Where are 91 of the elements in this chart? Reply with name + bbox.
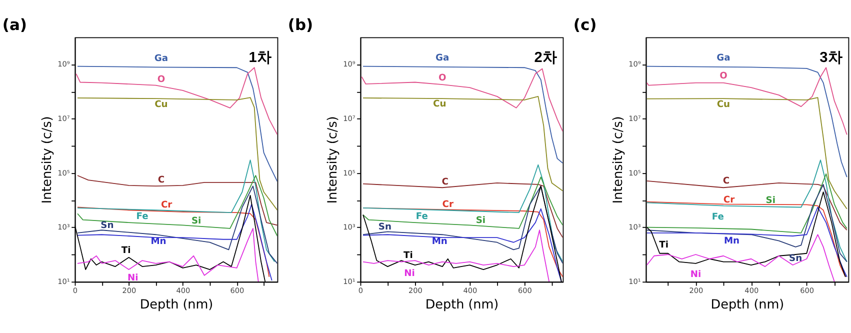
x-tick-label: 400 xyxy=(463,286,478,296)
line-series xyxy=(77,175,278,236)
text: Si xyxy=(766,196,776,206)
series-label: Mn xyxy=(432,236,448,247)
y-tick-label: 10¹ xyxy=(58,276,70,286)
series-label: Sn xyxy=(789,254,802,264)
line-series xyxy=(76,67,278,136)
series-label: Ti xyxy=(659,240,668,250)
y-axis-title: Intensity (c/s) xyxy=(611,116,626,204)
line-series xyxy=(646,67,848,136)
y-axis-title: Intensity (c/s) xyxy=(40,116,56,204)
series-label: O xyxy=(438,73,446,84)
series-label: Ti xyxy=(121,246,131,256)
x-axis-title: Depth (nm) xyxy=(425,298,499,313)
series-label: Ni xyxy=(127,273,138,284)
series-label: C xyxy=(722,176,730,187)
y-tick-label: 10⁵ xyxy=(343,168,356,178)
line-series xyxy=(646,66,848,178)
x-tick-label: 0 xyxy=(72,286,78,296)
series-label: Si xyxy=(191,216,202,226)
series-label: O xyxy=(720,71,728,82)
y-tick-label: 10⁷ xyxy=(343,114,356,123)
line-series xyxy=(77,228,259,282)
series-label: Ni xyxy=(690,270,702,280)
y-tick-label: 10³ xyxy=(628,222,641,232)
line-series xyxy=(77,186,278,264)
y-tick-label: 10¹ xyxy=(628,276,641,286)
x-axis-title: Depth (nm) xyxy=(140,298,214,313)
line-series xyxy=(362,66,563,164)
series-label: Ga xyxy=(154,54,168,64)
y-tick-label: 10⁹ xyxy=(343,60,356,69)
y-tick-label: 10¹ xyxy=(343,276,356,286)
line-series xyxy=(77,160,276,262)
x-tick-label: 200 xyxy=(408,286,423,296)
line-series xyxy=(362,96,563,192)
series-label: Fe xyxy=(136,212,148,222)
y-tick-label: 10³ xyxy=(343,222,356,232)
y-tick-label: 10⁷ xyxy=(628,114,641,123)
series-label: Ga xyxy=(716,54,730,64)
annotation: 1차 xyxy=(248,50,272,66)
y-tick-label: 10³ xyxy=(58,222,70,232)
series-label: Sn xyxy=(378,222,392,232)
line-series xyxy=(77,97,278,211)
series-label: Sn xyxy=(100,220,114,231)
x-tick-label: 600 xyxy=(800,286,814,296)
series-label: Cu xyxy=(433,100,446,110)
series-label: O xyxy=(157,74,166,85)
series-label: Cu xyxy=(154,100,168,110)
series-label: Ni xyxy=(404,268,415,279)
series-label: Cu xyxy=(716,100,730,110)
chart-title: (c) xyxy=(573,16,597,34)
series-label: Mn xyxy=(724,236,740,246)
y-axis-title: Intensity (c/s) xyxy=(326,116,341,204)
series-label: Mn xyxy=(150,237,166,248)
series-label: C xyxy=(442,178,449,188)
line-series xyxy=(646,184,848,262)
y-tick-label: 10⁷ xyxy=(58,114,70,123)
x-tick-label: 200 xyxy=(122,286,137,296)
x-tick-label: 200 xyxy=(689,286,704,296)
x-tick-label: 0 xyxy=(358,286,364,296)
chart-title: (a) xyxy=(2,16,28,34)
line-series xyxy=(646,234,835,282)
line-series xyxy=(646,97,848,210)
series-label: Ga xyxy=(436,54,450,64)
line-series xyxy=(362,164,563,262)
y-tick-label: 10⁵ xyxy=(628,168,641,178)
line-series xyxy=(646,160,848,262)
x-axis-title: Depth (nm) xyxy=(710,298,784,313)
y-tick-label: 10⁹ xyxy=(58,60,70,69)
series-label: Fe xyxy=(712,212,724,223)
annotation: 2차 xyxy=(534,50,558,66)
line-series xyxy=(361,68,563,132)
series-label: Cr xyxy=(160,200,173,210)
line-series xyxy=(362,230,550,282)
line-series xyxy=(646,173,848,234)
x-tick-label: 400 xyxy=(744,286,759,296)
x-tick-label: 400 xyxy=(176,286,191,296)
line-series xyxy=(362,176,563,229)
y-tick-label: 10⁵ xyxy=(58,168,70,178)
series-label: Fe xyxy=(416,212,428,222)
line-series xyxy=(77,66,278,182)
series-label: Cr xyxy=(442,200,454,210)
series-label: C xyxy=(158,176,165,186)
chart-title: (b) xyxy=(288,16,314,34)
x-tick-label: 600 xyxy=(518,286,532,296)
y-tick-label: 10⁹ xyxy=(628,60,641,69)
x-tick-label: 600 xyxy=(230,286,245,296)
series-label: Si xyxy=(476,216,486,226)
series-label: Ti xyxy=(404,250,413,261)
series-label: Cr xyxy=(723,196,736,206)
annotation: 3차 xyxy=(820,50,843,66)
